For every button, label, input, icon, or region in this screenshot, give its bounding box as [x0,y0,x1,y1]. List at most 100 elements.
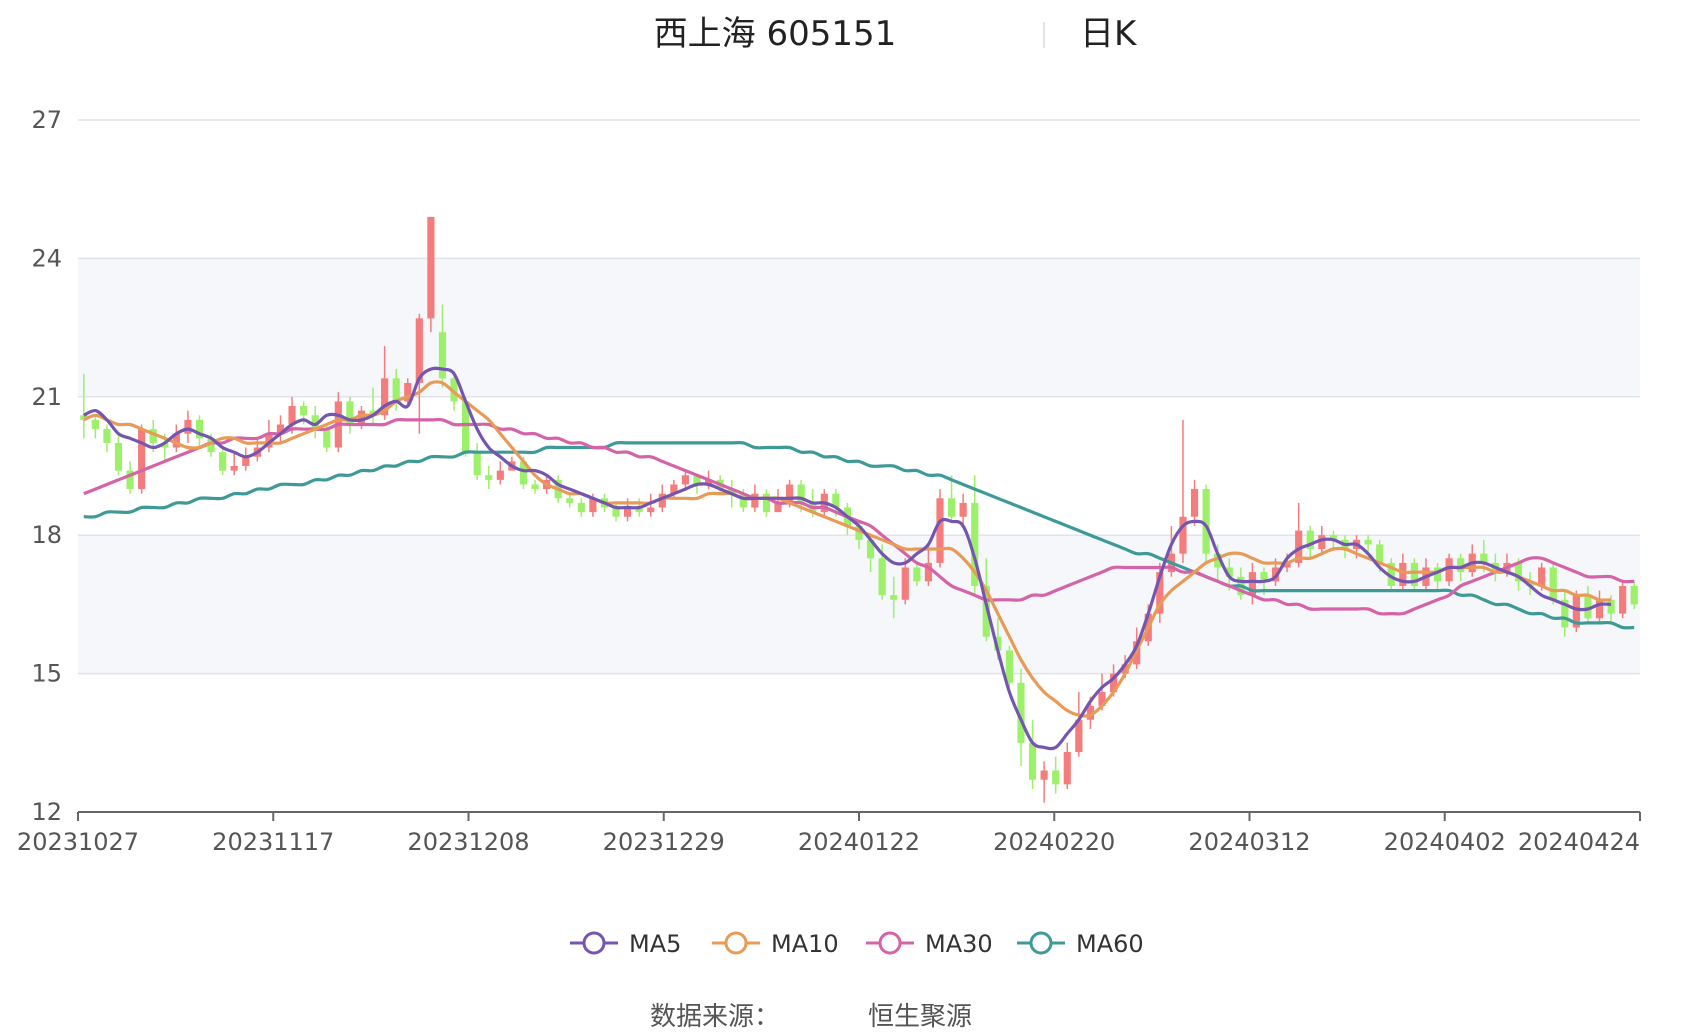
candle-body [496,470,504,480]
legend-label: MA60 [1076,930,1144,958]
candle-body [1329,535,1337,540]
candle-down [762,489,771,517]
candle-down [577,498,585,517]
x-tick-label: 20231208 [407,828,529,856]
candle-up [1619,581,1627,619]
candle-body [739,493,747,508]
x-tick-label: 20240424 [1518,828,1640,856]
candle-body [427,216,435,319]
candle-down [1028,719,1037,789]
ma10-line [83,380,1612,718]
candle-down [1630,581,1638,610]
y-tick-label: 18 [31,521,62,549]
x-tick-label: 20240402 [1384,828,1506,856]
candle-down [438,304,447,388]
candle-body [276,424,285,434]
grid-band [78,535,1640,674]
y-tick-label: 15 [31,660,62,688]
candle-down [80,373,88,439]
candle-body [1283,562,1291,568]
candle-up [496,461,504,485]
candle-body [1607,599,1615,614]
candle-down [462,396,470,457]
legend-label: MA5 [629,930,681,958]
candle-body [1433,567,1442,582]
candle-down [1364,535,1372,554]
candle-body [207,438,215,453]
legend-item-ma10[interactable]: MA10 [712,930,839,958]
legend-marker [878,931,902,955]
y-tick-label: 27 [31,106,62,134]
candle-body [1318,535,1326,550]
candle-down [1005,645,1014,688]
candle-body [901,567,909,600]
candle-body [704,479,713,485]
candle-up [1040,761,1048,803]
candle-up [415,313,423,434]
candle-body [230,466,238,471]
candle-body [762,493,771,513]
candle-body [624,507,632,517]
candle-body [971,502,979,586]
candle-body [936,498,944,563]
candle-body [1387,562,1395,586]
candle-body [1619,585,1627,614]
candle-body [219,452,227,471]
candle-up [404,378,412,407]
candle-body [323,429,331,448]
y-tick-label: 12 [31,798,62,826]
candle-down [473,442,481,480]
candle-body [1190,489,1199,517]
y-tick-label: 24 [31,244,62,272]
candle-up [924,544,933,586]
legend-marker [582,931,606,955]
y-tick-label: 21 [31,383,62,411]
candle-body [797,484,805,503]
ma30-line [83,417,1635,616]
candle-body [1376,544,1384,563]
candle-body [959,502,967,517]
legend-item-ma5[interactable]: MA5 [570,930,681,958]
legend-item-ma30[interactable]: MA30 [866,930,993,958]
candle-down [311,406,319,439]
candle-body [1630,585,1638,605]
candle-body [589,498,597,513]
candle-up [276,415,285,443]
candle-down [1052,756,1060,794]
candle-down [392,369,400,411]
candle-body [138,429,146,490]
candle-body [1561,599,1569,628]
candle-body [728,489,736,494]
candle-up [172,424,180,453]
candle-body [612,507,620,517]
candle-body [450,378,458,402]
candle-body [577,502,585,513]
candle-body [172,433,180,448]
candle-down [195,415,204,448]
candle-body [1109,673,1118,693]
legend-label: MA10 [771,930,839,958]
candle-body [1399,562,1407,586]
candle-down [114,433,123,476]
candle-body [878,558,886,596]
moving-average-lines [83,366,1635,751]
grid-lines [78,119,1640,813]
legend-marker [724,931,748,955]
candle-down [566,493,574,508]
candle-body [693,475,701,485]
candle-body [1052,770,1060,785]
candle-up [1572,590,1580,633]
candle-up [647,493,655,517]
candle-body [91,419,99,430]
candle-body [1480,553,1488,563]
candle-up [1063,742,1071,789]
candle-down [1561,590,1569,637]
legend[interactable]: MA5 MA10 MA30 MA60 [570,930,1144,958]
legend-item-ma60[interactable]: MA60 [1017,930,1144,958]
candle-body [913,567,921,582]
candle-body [473,452,481,476]
candle-up [1445,553,1453,586]
candle-body [785,484,794,503]
candle-down [91,415,99,439]
candle-down [126,461,134,494]
